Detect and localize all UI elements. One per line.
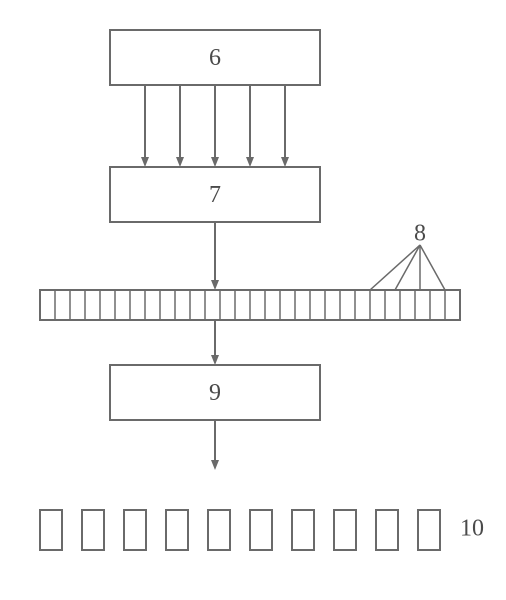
box-6-label: 6 — [209, 45, 221, 71]
label-10: 10 — [460, 516, 484, 542]
box-9-label: 9 — [209, 380, 221, 406]
label-8: 8 — [414, 221, 426, 247]
flow-diagram: 6 7 9 8 10 — [0, 0, 506, 600]
box-7-label: 7 — [209, 182, 221, 208]
